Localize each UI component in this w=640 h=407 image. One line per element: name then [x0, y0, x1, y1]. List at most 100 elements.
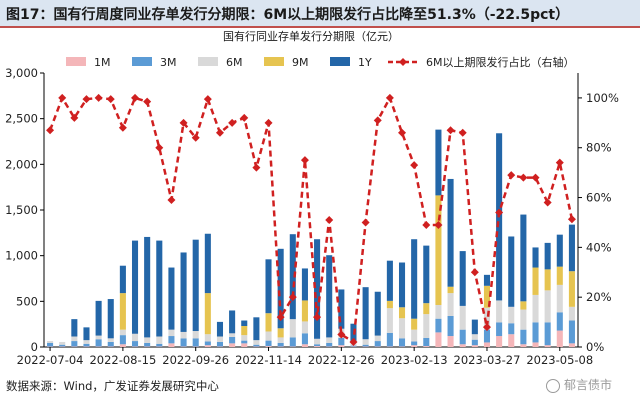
- bar-segment: [168, 343, 175, 347]
- bar-segment: [204, 341, 211, 346]
- bar-segment: [471, 319, 478, 335]
- bar-segment: [180, 338, 187, 347]
- bar-segment: [204, 233, 211, 294]
- bar-segment: [411, 341, 418, 346]
- ratio-point: [203, 95, 212, 104]
- bar-segment: [435, 332, 442, 347]
- bar-segment: [277, 337, 284, 343]
- bar-segment: [447, 286, 454, 294]
- bar-segment: [277, 328, 284, 338]
- bar-segment: [47, 342, 54, 347]
- legend-swatch: [66, 57, 86, 66]
- bar-segment: [568, 224, 575, 272]
- legend-swatch: [132, 57, 152, 66]
- bar-segment: [192, 239, 199, 332]
- ratio-point: [519, 173, 528, 182]
- bar-segment: [556, 284, 563, 313]
- ratio-point: [361, 218, 370, 227]
- data-source-note: 数据来源：Wind，广发证券发展研究中心: [6, 379, 219, 393]
- bar-segment: [83, 340, 90, 344]
- bar-segment: [241, 335, 248, 341]
- bar-segment: [398, 262, 406, 308]
- ratio-point: [373, 116, 382, 125]
- bar-segment: [423, 245, 430, 304]
- bar-segment: [556, 312, 563, 331]
- bar-segment: [435, 129, 442, 196]
- legend-swatch: [330, 57, 350, 66]
- ratio-point: [422, 220, 431, 229]
- bar-segment: [314, 239, 321, 339]
- bar-segment: [423, 337, 430, 347]
- x-tick-label: 2022-12-26: [308, 353, 375, 367]
- bar-segment: [398, 318, 406, 339]
- bar-segment: [483, 307, 491, 330]
- bar-segment: [204, 334, 211, 342]
- bar-segment: [144, 342, 151, 347]
- bar-segment: [229, 343, 236, 347]
- bar-segment: [386, 332, 393, 347]
- bar-segment: [314, 346, 321, 347]
- bar-segment: [447, 178, 454, 287]
- y2-tick-label: 0%: [586, 340, 604, 354]
- bar-segment: [423, 303, 430, 315]
- bar-segment: [338, 345, 345, 347]
- ratio-point: [385, 93, 394, 102]
- ratio-line: [48, 94, 574, 345]
- bar-segment: [374, 335, 381, 342]
- ratio-point: [337, 330, 346, 339]
- bar-segment: [95, 339, 102, 347]
- bar-segment: [119, 293, 126, 330]
- bar-segment: [204, 345, 211, 347]
- ratio-point: [167, 196, 176, 205]
- stacked-bar-line-chart: 国有行同业存单发行分期限（亿元） 1M 3M 6M 9M 1Y 6M以上期限发行占比（右轴）…: [5, 29, 619, 367]
- ratio-point: [70, 113, 79, 122]
- bar-segment: [386, 300, 393, 309]
- bar-segment: [277, 248, 284, 329]
- bar-segment: [471, 339, 478, 346]
- bar-segment: [131, 333, 139, 342]
- bar-segment: [180, 252, 187, 332]
- bar-segment: [301, 333, 308, 345]
- ratio-point: [543, 198, 552, 207]
- bar-segment: [229, 310, 236, 334]
- ratio-point: [410, 161, 419, 170]
- bar-segment: [107, 341, 114, 347]
- bar-segment: [241, 343, 248, 347]
- x-tick-label: 2022-09-26: [162, 353, 229, 367]
- ratio-point: [276, 313, 285, 322]
- bar-segment: [483, 285, 491, 308]
- y2-tick-label: 100%: [586, 91, 619, 105]
- legend-label: 1M: [94, 56, 111, 69]
- x-tick-label: 2023-05-08: [526, 353, 593, 367]
- bar-segment: [229, 333, 236, 337]
- bar-segment: [435, 318, 442, 333]
- bar-segment: [556, 266, 563, 285]
- legend-label: 6M: [226, 56, 243, 69]
- x-tick-label: 2022-07-04: [17, 353, 84, 367]
- bar-segment: [314, 344, 321, 347]
- bar-segment: [532, 247, 539, 268]
- bar-segment: [119, 265, 126, 294]
- bar-segment: [556, 234, 563, 267]
- bar-segment: [496, 300, 503, 323]
- bar-segment: [520, 301, 527, 310]
- bar-segment: [398, 338, 406, 347]
- x-tick-label: 2022-08-15: [89, 353, 156, 367]
- ratio-point: [555, 158, 564, 167]
- ratio-point: [155, 143, 164, 152]
- ratio-point: [82, 95, 91, 104]
- bar-segment: [156, 343, 163, 347]
- bar-segment: [568, 343, 575, 347]
- bar-segment: [289, 319, 296, 338]
- bar-segment: [241, 325, 248, 336]
- y-tick-label: 2,000: [5, 157, 38, 171]
- bar-segment: [83, 327, 90, 341]
- y2-tick-label: 40%: [586, 240, 612, 254]
- bar-segment: [362, 344, 369, 347]
- ratio-point: [470, 268, 479, 277]
- bar-segment: [447, 315, 454, 337]
- bar-segment: [59, 344, 66, 347]
- bar-segment: [156, 336, 163, 344]
- bar-segment: [459, 251, 466, 306]
- bar-segment: [459, 305, 466, 330]
